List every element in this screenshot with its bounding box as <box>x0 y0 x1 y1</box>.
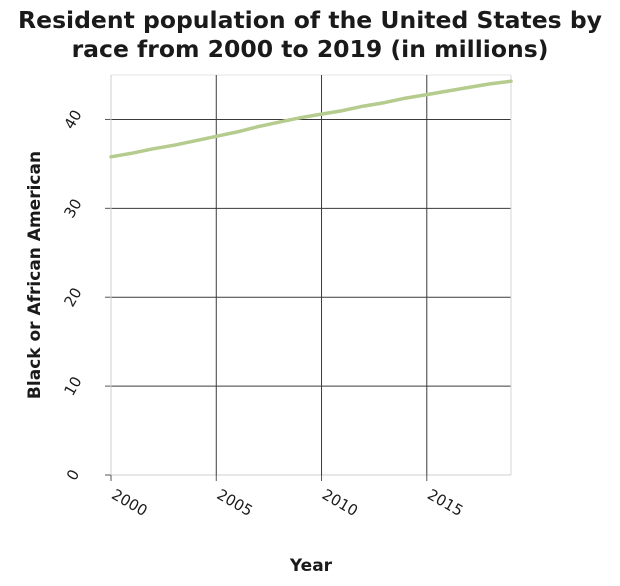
y-tick-label: 30 <box>60 196 85 222</box>
x-axis-title: Year <box>289 556 333 576</box>
y-tick-label: 20 <box>60 284 85 310</box>
x-tick-labels: 2000 2005 2010 2015 <box>108 485 466 520</box>
x-tick-label: 2005 <box>214 485 256 520</box>
y-tick-label: 40 <box>60 107 85 133</box>
y-axis-title: Black or African American <box>25 151 45 399</box>
y-tick-label: 0 <box>63 466 83 483</box>
series-line <box>109 79 513 159</box>
x-tick-label: 2015 <box>424 485 466 520</box>
series-layer <box>109 79 513 159</box>
y-tick-labels: 0 10 20 30 40 <box>60 107 85 484</box>
grid-lines <box>105 74 512 481</box>
y-tick-label: 10 <box>60 373 85 399</box>
x-tick-label: 2010 <box>319 485 361 520</box>
chart-title: Resident population of the United States… <box>18 6 602 63</box>
x-tick-label: 2000 <box>108 485 150 520</box>
